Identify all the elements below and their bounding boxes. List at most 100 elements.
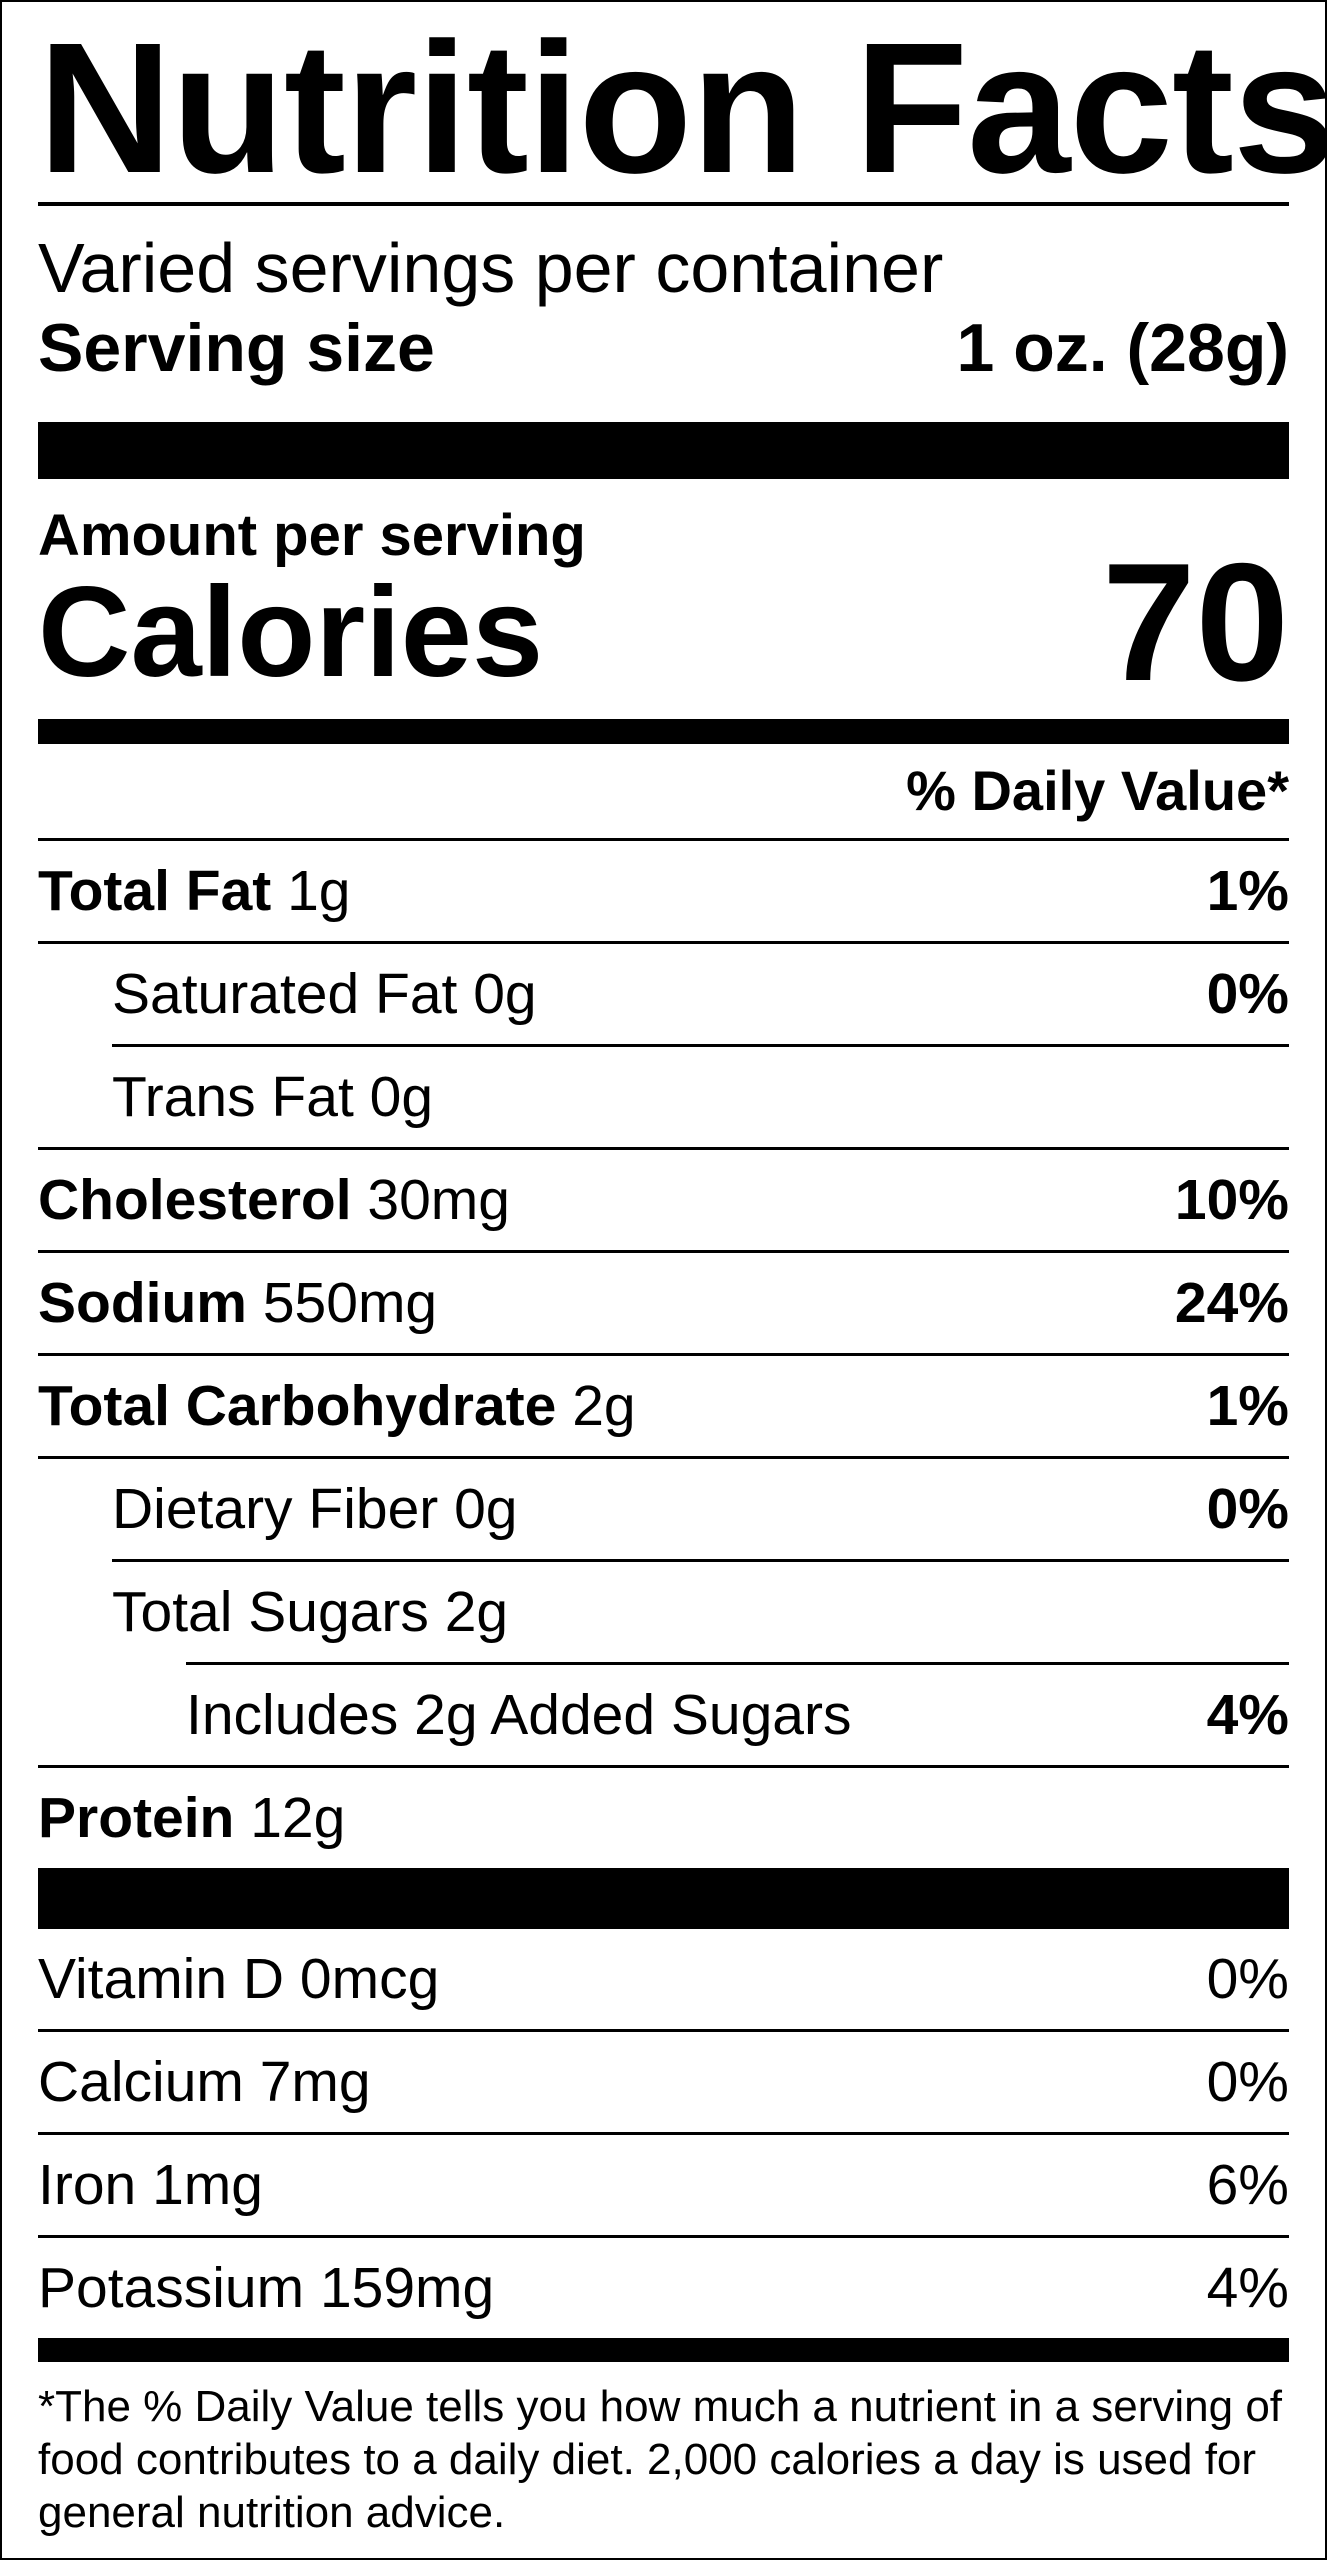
nutrient-amount: 1g — [287, 859, 351, 923]
vitamin-daily-value: 6% — [1206, 2153, 1289, 2217]
calories-row: Calories 70 — [38, 538, 1289, 706]
serving-size-value: 1 oz. (28g) — [956, 310, 1290, 386]
nutrient-row: Sodium 550mg 24% — [38, 1253, 1289, 1353]
nutrient-amount: 0g — [473, 962, 537, 1026]
nutrient-name: Trans Fat — [112, 1065, 354, 1129]
nutrient-row: Trans Fat 0g — [38, 1047, 1289, 1147]
vitamin-row: Potassium 159mg 4% — [38, 2238, 1289, 2338]
nutrient-name-amount: Saturated Fat 0g — [38, 961, 537, 1027]
nutrient-amount: 0g — [454, 1477, 518, 1541]
nutrient-name-amount: Sodium 550mg — [38, 1270, 437, 1336]
nutrient-name-amount: Dietary Fiber 0g — [38, 1476, 518, 1542]
vitamin-daily-value: 4% — [1206, 2256, 1289, 2320]
nutrient-name-amount: Trans Fat 0g — [38, 1064, 433, 1130]
vitamin-name: Iron — [38, 2153, 137, 2217]
nutrient-name: Includes 2g Added Sugars — [186, 1683, 852, 1747]
medium-divider — [38, 719, 1289, 744]
nutrient-row: Protein 12g — [38, 1768, 1289, 1868]
vitamin-amount: 7mg — [259, 2050, 371, 2114]
nutrition-facts-label: Nutrition Facts Varied servings per cont… — [38, 0, 1327, 2539]
divider — [38, 2235, 1289, 2238]
nutrient-list: Total Fat 1g 1% Saturated Fat 0g 0% Trans Fa… — [38, 838, 1289, 1868]
nutrient-row: Total Carbohydrate 2g 1% — [38, 1356, 1289, 1456]
nutrient-name-amount: Includes 2g Added Sugars — [38, 1682, 852, 1748]
divider — [186, 1662, 1289, 1665]
vitamin-row: Calcium 7mg 0% — [38, 2032, 1289, 2132]
nutrient-daily-value: 24% — [1174, 1271, 1289, 1335]
serving-size-row: Serving size 1 oz. (28g) — [38, 308, 1289, 388]
vitamin-list: Vitamin D 0mcg 0% Calcium 7mg 0% Iron 1mg 6% P… — [38, 1929, 1289, 2338]
vitamin-name: Potassium — [38, 2256, 305, 2320]
nutrient-daily-value: 0% — [1206, 962, 1289, 1026]
nutrient-row: Cholesterol 30mg 10% — [38, 1150, 1289, 1250]
nutrient-amount: 550mg — [262, 1271, 438, 1335]
nutrient-name: Total Carbohydrate — [38, 1374, 557, 1438]
thick-divider — [38, 422, 1289, 479]
thick-divider — [38, 1871, 1289, 1929]
nutrient-name-amount: Total Sugars 2g — [38, 1579, 508, 1645]
nutrient-name: Cholesterol — [38, 1168, 352, 1232]
divider — [38, 1456, 1289, 1459]
nutrient-daily-value: 10% — [1174, 1168, 1289, 1232]
nutrient-row: Total Sugars 2g — [38, 1562, 1289, 1662]
nutrient-daily-value: 4% — [1206, 1683, 1289, 1747]
nutrient-name: Dietary Fiber — [112, 1477, 439, 1541]
divider — [38, 1250, 1289, 1253]
nutrient-daily-value: 1% — [1206, 1374, 1289, 1438]
vitamin-amount: 159mg — [319, 2256, 495, 2320]
divider — [38, 1353, 1289, 1356]
nutrient-daily-value: 0% — [1206, 1477, 1289, 1541]
amount-per-serving: Amount per serving — [38, 503, 586, 568]
vitamin-row: Iron 1mg 6% — [38, 2135, 1289, 2235]
nutrient-row: Saturated Fat 0g 0% — [38, 944, 1289, 1044]
nutrient-name-amount: Cholesterol 30mg — [38, 1167, 510, 1233]
serving-size-label: Serving size — [38, 310, 435, 386]
nutrient-amount: 12g — [250, 1786, 346, 1850]
divider — [38, 202, 1289, 206]
vitamin-amount: 1mg — [152, 2153, 263, 2217]
nutrient-amount: 2g — [572, 1374, 636, 1438]
vitamin-name-amount: Calcium 7mg — [38, 2049, 371, 2115]
divider — [112, 1044, 1289, 1047]
nutrient-row: Total Fat 1g 1% — [38, 841, 1289, 941]
daily-value-header: % Daily Value* — [906, 759, 1289, 822]
calories-label: Calories — [38, 561, 544, 704]
divider — [38, 2132, 1289, 2135]
servings-per-container: Varied servings per container — [38, 229, 944, 307]
divider — [112, 1559, 1289, 1562]
vitamin-daily-value: 0% — [1206, 2050, 1289, 2114]
vitamin-name: Calcium — [38, 2050, 244, 2114]
nutrient-row: Dietary Fiber 0g 0% — [38, 1459, 1289, 1559]
calories-value: 70 — [1102, 528, 1289, 716]
divider — [38, 1765, 1289, 1768]
footnote: *The % Daily Value tells you how much a … — [38, 2382, 1283, 2537]
divider — [38, 2029, 1289, 2032]
nutrient-name: Sodium — [38, 1271, 247, 1335]
nutrient-name: Protein — [38, 1786, 235, 1850]
vitamin-amount: 0mcg — [299, 1947, 440, 2011]
divider — [38, 1147, 1289, 1150]
nutrient-row: Includes 2g Added Sugars 4% — [38, 1665, 1289, 1765]
vitamin-name-amount: Iron 1mg — [38, 2152, 263, 2218]
label-title: Nutrition Facts — [38, 5, 1327, 212]
nutrient-name: Total Sugars — [112, 1580, 429, 1644]
vitamin-name-amount: Potassium 159mg — [38, 2255, 494, 2321]
nutrient-amount: 0g — [369, 1065, 434, 1129]
nutrient-name: Total Fat — [38, 859, 272, 923]
nutrient-name-amount: Total Fat 1g — [38, 858, 351, 924]
divider — [38, 1868, 1289, 1871]
nutrient-name: Saturated Fat — [112, 962, 458, 1026]
divider — [38, 838, 1289, 841]
divider — [38, 941, 1289, 944]
nutrient-name-amount: Total Carbohydrate 2g — [38, 1373, 636, 1439]
vitamin-name: Vitamin D — [38, 1947, 285, 2011]
medium-divider — [38, 2338, 1289, 2362]
vitamin-name-amount: Vitamin D 0mcg — [38, 1946, 439, 2012]
nutrient-amount: 2g — [444, 1580, 509, 1644]
vitamin-daily-value: 0% — [1206, 1947, 1289, 2011]
nutrient-daily-value: 1% — [1206, 859, 1289, 923]
vitamin-row: Vitamin D 0mcg 0% — [38, 1929, 1289, 2029]
nutrient-name-amount: Protein 12g — [38, 1785, 345, 1851]
nutrient-amount: 30mg — [367, 1168, 510, 1232]
